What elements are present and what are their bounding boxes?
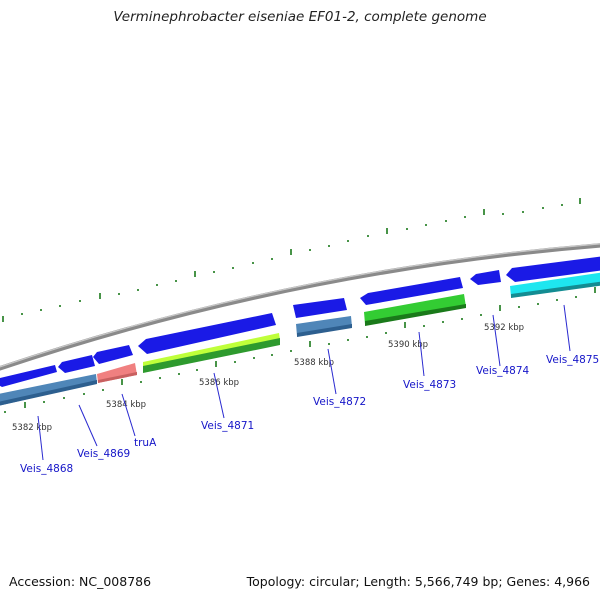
gene-leader-lines xyxy=(37,304,571,461)
gene-arrow[interactable] xyxy=(0,365,57,387)
kbp-labels: 5382 kbp 5384 kbp 5386 kbp 5388 kbp 5390… xyxy=(12,323,524,433)
gene-arrow[interactable] xyxy=(506,256,600,282)
gene-bar-veis-4875[interactable] xyxy=(510,272,600,297)
gene-label-veis-4868[interactable]: Veis_4868 xyxy=(20,463,73,475)
reverse-strand-genes xyxy=(0,272,600,406)
outer-tick-track xyxy=(2,198,581,322)
gene-label-veis-4872[interactable]: Veis_4872 xyxy=(313,396,366,408)
gene-arrow[interactable] xyxy=(93,345,133,364)
gene-label-veis-4869[interactable]: Veis_4869 xyxy=(77,448,130,460)
gene-arrow[interactable] xyxy=(58,355,95,373)
genome-backbone xyxy=(0,243,600,371)
gene-arrow[interactable] xyxy=(138,313,276,354)
kbp-label: 5392 kbp xyxy=(484,323,524,333)
forward-strand-genes xyxy=(0,256,600,387)
kbp-label: 5390 kbp xyxy=(388,340,428,350)
map-title: Verminephrobacter eiseniae EF01-2, compl… xyxy=(113,9,487,25)
gene-label-trua[interactable]: truA xyxy=(134,437,157,449)
gene-label-veis-4874[interactable]: Veis_4874 xyxy=(476,365,530,377)
kbp-label: 5388 kbp xyxy=(294,358,334,368)
gene-arrow[interactable] xyxy=(360,277,463,305)
gene-label-veis-4871[interactable]: Veis_4871 xyxy=(201,420,254,432)
accession-text: Accession: NC_008786 xyxy=(9,574,152,589)
gene-arrow[interactable] xyxy=(470,270,501,285)
genome-summary-text: Topology: circular; Length: 5,566,749 bp… xyxy=(246,574,590,589)
gene-arrow[interactable] xyxy=(293,298,347,318)
kbp-label: 5386 kbp xyxy=(199,378,239,388)
gene-label-veis-4873[interactable]: Veis_4873 xyxy=(403,379,456,391)
gene-bar-trua[interactable] xyxy=(97,363,137,383)
gene-labels: Veis_4868 Veis_4869 truA Veis_4871 Veis_… xyxy=(20,354,599,475)
kbp-label: 5382 kbp xyxy=(12,423,52,433)
gene-label-veis-4875[interactable]: Veis_4875 xyxy=(546,354,599,366)
gene-bar-veis-4873[interactable] xyxy=(364,294,466,324)
kbp-label: 5384 kbp xyxy=(106,400,146,410)
inner-tick-track xyxy=(4,287,596,413)
